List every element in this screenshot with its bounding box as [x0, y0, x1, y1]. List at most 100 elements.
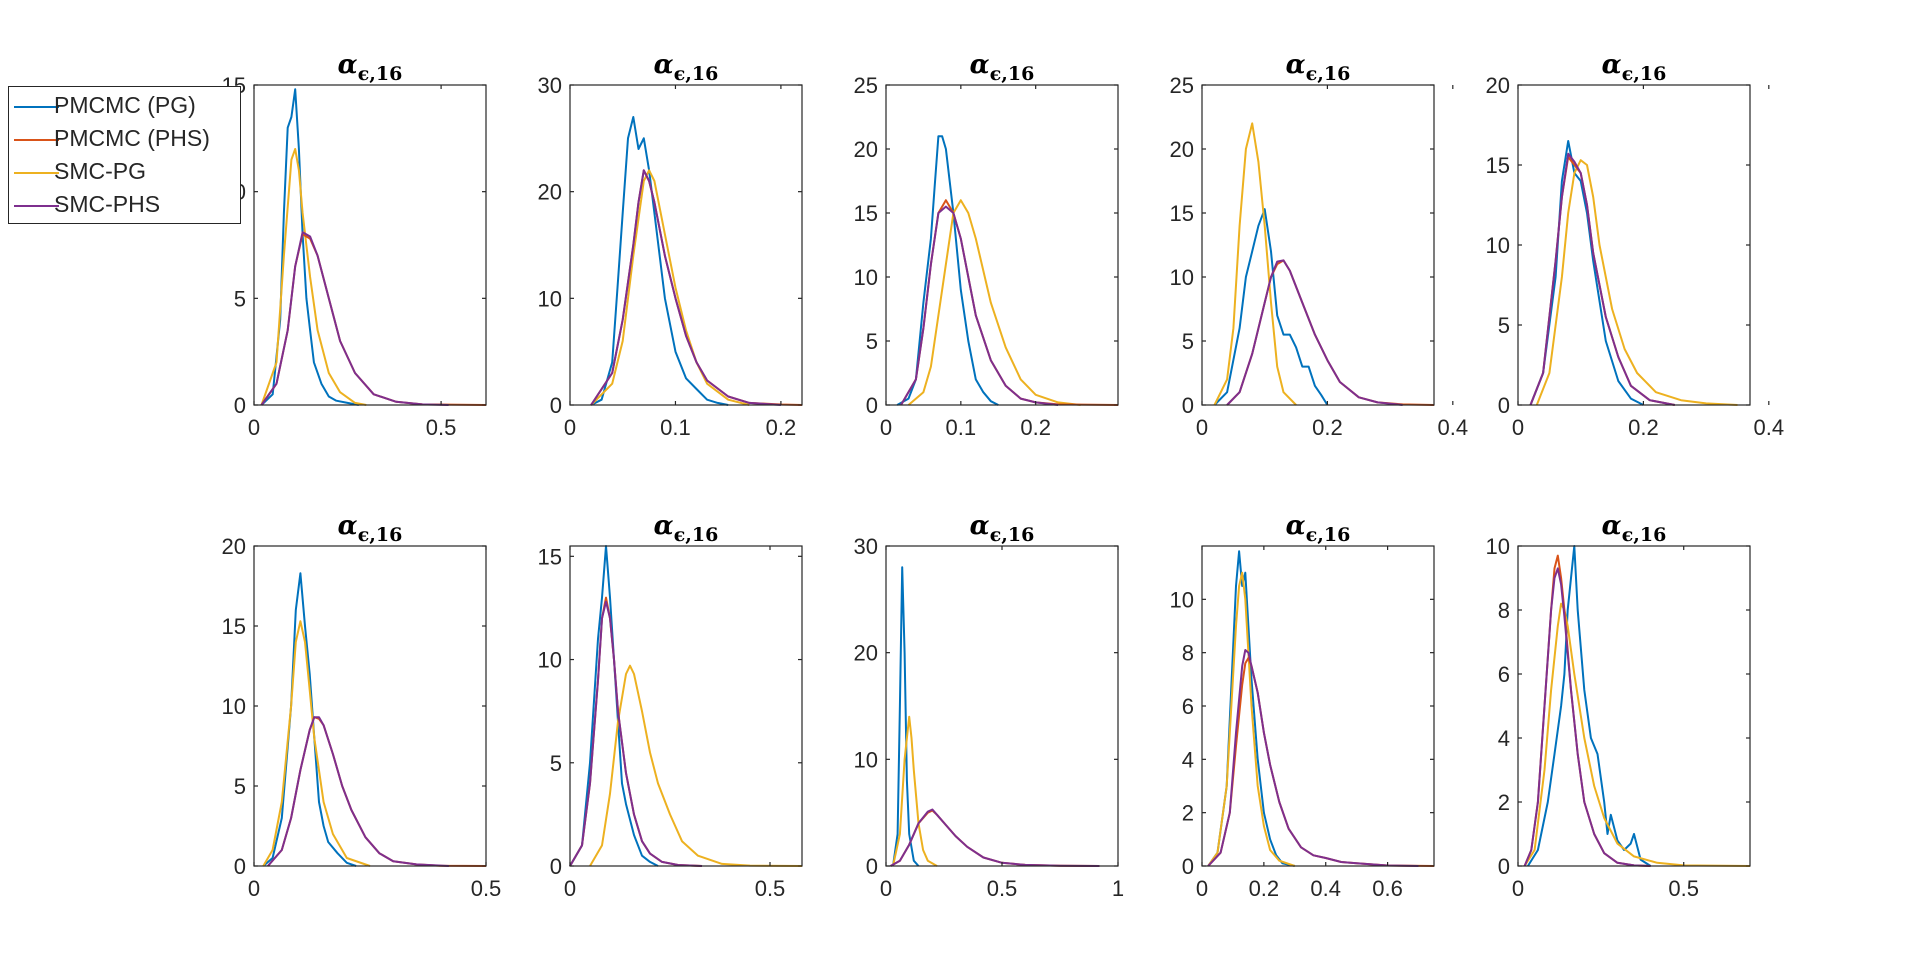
series-line-smc-pg	[907, 199, 1081, 406]
series-line-pmcmc-pg	[590, 116, 729, 406]
title-subscript: ϵ,16	[1622, 524, 1667, 546]
x-tick-label: 0	[1512, 876, 1524, 901]
legend-swatch-smc-phs	[14, 205, 59, 207]
subplot-7: 0 0.5 0 5 10 15 αϵ,16	[538, 511, 803, 901]
subplot-4: 0 0.2 0.4 0 5 10 15 20 25 αϵ,16	[1170, 50, 1469, 440]
series-line-pmcmc-phs	[569, 596, 703, 867]
series-line-pmcmc-pg	[892, 566, 920, 867]
series-line-pmcmc-pg	[262, 572, 357, 867]
subplot-title: αϵ,16	[1286, 50, 1351, 85]
axes-box	[253, 545, 487, 867]
y-tick-label: 0	[866, 393, 878, 418]
title-symbol: α	[970, 50, 990, 80]
series-line-smc-pg	[1523, 602, 1751, 867]
y-tick-label: 25	[1170, 73, 1194, 98]
legend-item-pmcmc-pg: PMCMC (PG)	[9, 91, 242, 121]
subplot-title: αϵ,16	[970, 50, 1035, 85]
y-tick-label: 20	[854, 137, 878, 162]
series-line-pmcmc-phs	[267, 716, 487, 867]
y-tick-label: 8	[1182, 641, 1194, 666]
series-line-pmcmc-pg	[1213, 208, 1329, 406]
series-line-smc-pg	[892, 715, 938, 867]
x-tick-label: 0.2	[766, 415, 797, 440]
y-tick-label: 5	[866, 329, 878, 354]
title-subscript: ϵ,16	[1622, 63, 1667, 85]
series-line-smc-pg	[1207, 571, 1296, 867]
legend-item-smc-phs: SMC-PHS	[9, 190, 242, 220]
y-tick-label: 2	[1498, 790, 1510, 815]
y-tick-label: 10	[1486, 534, 1510, 559]
title-subscript: ϵ,16	[674, 63, 719, 85]
series-line-pmcmc-pg	[1527, 545, 1652, 867]
legend: PMCMC (PG) PMCMC (PHS) SMC-PG SMC-PHS	[8, 86, 241, 224]
legend-label-smc-phs: SMC-PHS	[54, 191, 161, 217]
axes-box	[885, 545, 1119, 867]
series-line-pmcmc-phs	[260, 233, 487, 406]
x-tick-label: 0.1	[660, 415, 691, 440]
x-tick-label: 0.5	[426, 415, 457, 440]
y-tick-label: 10	[854, 747, 878, 772]
y-tick-label: 0	[234, 854, 246, 879]
subplot-title: αϵ,16	[1602, 50, 1667, 85]
title-symbol: α	[654, 511, 674, 541]
y-tick-label: 5	[1182, 329, 1194, 354]
x-tick-label: 0.2	[1249, 876, 1280, 901]
y-tick-label: 2	[1182, 801, 1194, 826]
axes-box	[1201, 84, 1435, 406]
series-line-smc-phs	[1523, 567, 1651, 867]
axes-box	[253, 84, 487, 406]
series-line-smc-pg	[1535, 159, 1738, 406]
x-tick-label: 1	[1112, 876, 1124, 901]
title-symbol: α	[970, 511, 990, 541]
y-tick-label: 30	[538, 73, 562, 98]
series-line-pmcmc-phs	[900, 199, 1119, 406]
subplot-6: 0 0.5 0 5 10 15 20 αϵ,16	[222, 511, 502, 901]
title-symbol: α	[338, 50, 358, 80]
y-tick-label: 5	[234, 774, 246, 799]
legend-swatch-pmcmc-phs	[14, 139, 59, 141]
x-tick-label: 0.5	[755, 876, 786, 901]
series-line-smc-phs	[900, 205, 1059, 406]
y-tick-label: 0	[1182, 393, 1194, 418]
title-symbol: α	[1602, 50, 1622, 80]
title-symbol: α	[1286, 50, 1306, 80]
y-tick-label: 5	[550, 751, 562, 776]
y-tick-label: 10	[1170, 265, 1194, 290]
series-line-smc-pg	[589, 664, 803, 867]
subplot-title: αϵ,16	[654, 50, 719, 85]
y-tick-label: 15	[538, 544, 562, 569]
legend-swatch-smc-pg	[14, 172, 59, 174]
x-tick-label: 0	[564, 415, 576, 440]
y-tick-label: 8	[1498, 598, 1510, 623]
y-tick-label: 5	[234, 286, 246, 311]
title-subscript: ϵ,16	[990, 63, 1035, 85]
x-tick-label: 0.1	[946, 415, 977, 440]
series-line-smc-phs	[1529, 152, 1675, 406]
x-tick-label: 0.6	[1372, 876, 1403, 901]
x-tick-label: 0.4	[1310, 876, 1341, 901]
title-subscript: ϵ,16	[358, 63, 403, 85]
series-line-smc-pg	[260, 148, 367, 406]
series-line-pmcmc-phs	[1529, 156, 1675, 406]
y-tick-label: 25	[854, 73, 878, 98]
y-tick-label: 20	[1170, 137, 1194, 162]
y-tick-label: 15	[1170, 201, 1194, 226]
series-line-smc-phs	[267, 716, 449, 867]
x-tick-label: 0	[564, 876, 576, 901]
x-tick-label: 0.4	[1754, 415, 1785, 440]
y-tick-label: 10	[538, 648, 562, 673]
series-line-smc-phs	[1207, 649, 1419, 867]
axes-box	[569, 84, 803, 406]
y-tick-label: 6	[1498, 662, 1510, 687]
title-subscript: ϵ,16	[1306, 524, 1351, 546]
title-symbol: α	[338, 511, 358, 541]
x-tick-label: 0	[1512, 415, 1524, 440]
series-line-pmcmc-phs	[1207, 657, 1435, 867]
legend-item-smc-pg: SMC-PG	[9, 157, 242, 187]
y-tick-label: 10	[1486, 233, 1510, 258]
title-subscript: ϵ,16	[990, 524, 1035, 546]
x-tick-label: 0.4	[1438, 415, 1469, 440]
subplot-9: 0 0.2 0.4 0.6 0 2 4 6 8 10 αϵ,16	[1170, 511, 1435, 901]
